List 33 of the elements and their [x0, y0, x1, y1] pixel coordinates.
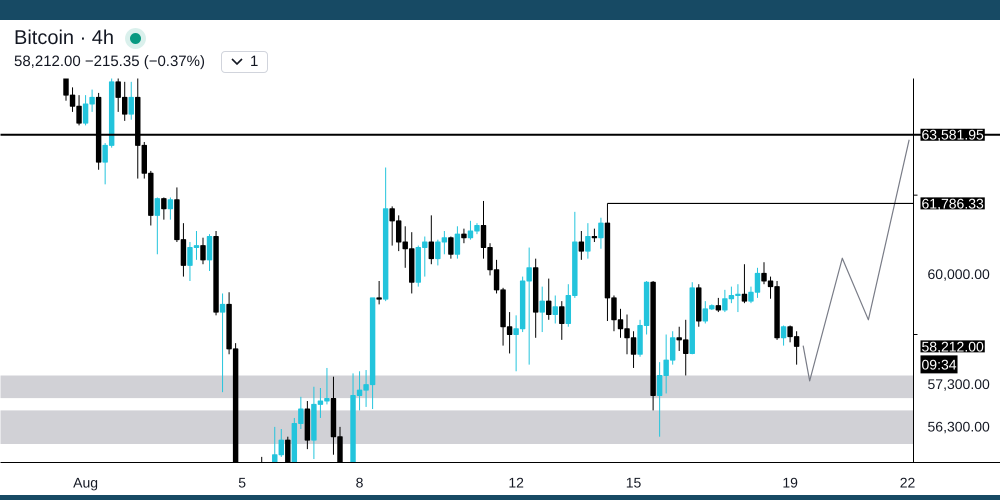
x-tick-label: 12 [508, 474, 524, 490]
x-tick-label: 5 [238, 474, 246, 490]
candlestick [585, 222, 591, 260]
candlestick [592, 228, 598, 243]
y-tick-label: 60,000.00 [928, 266, 990, 282]
candlestick [716, 297, 722, 313]
candlestick [742, 264, 748, 304]
candlestick [448, 236, 454, 260]
candlestick [598, 217, 604, 250]
text: 58,212.00 [922, 338, 984, 354]
candlestick [428, 214, 434, 265]
candlestick [578, 230, 584, 260]
x-tick-label: 15 [626, 474, 642, 490]
ref-line-label: 63,581.95 [922, 126, 984, 143]
text: 1 [250, 52, 258, 72]
candlestick [780, 325, 786, 346]
x-tick-label: Aug [73, 474, 98, 490]
candlestick [559, 300, 564, 340]
y-tick-label: 56,300.00 [928, 418, 990, 434]
text: 09:34 [922, 356, 957, 372]
chart-title: Bitcoin · 4h [14, 26, 114, 51]
candlestick [546, 278, 552, 320]
candlestick [461, 228, 467, 244]
candlestick [552, 294, 558, 324]
legend-label: 61,786.33 [922, 195, 984, 212]
x-tick-label: 19 [782, 474, 798, 490]
x-tick-label: 22 [900, 474, 916, 490]
y-tick-label: 57,300.00 [928, 376, 990, 392]
chart-subtitle: 58,212.00 −215.35 (−0.37%) [14, 52, 205, 72]
candlestick [539, 286, 545, 333]
candlestick [376, 280, 382, 305]
x-tick-label: 8 [356, 474, 364, 490]
candlestick [454, 226, 460, 260]
